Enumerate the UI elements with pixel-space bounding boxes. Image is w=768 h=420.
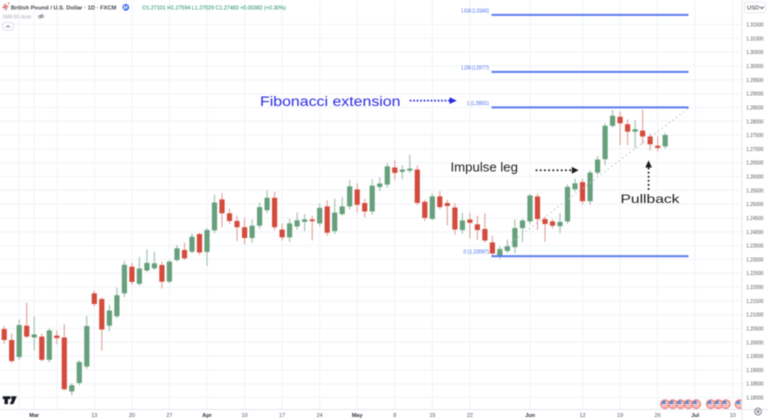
svg-text:0 (1.23097): 0 (1.23097): [464, 250, 490, 256]
svg-text:1.27500: 1.27500: [746, 133, 763, 139]
svg-text:10: 10: [242, 413, 248, 419]
svg-text:19: 19: [617, 413, 623, 419]
svg-text:1.21500: 1.21500: [746, 299, 763, 305]
svg-text:1.27000: 1.27000: [746, 147, 763, 153]
svg-text:10: 10: [730, 413, 736, 419]
svg-text:May: May: [352, 413, 364, 419]
svg-text:O1.27101 H1.27594 L1.27029: O1.27101 H1.27594 L1.27029 C1.27483 +0.0…: [142, 5, 286, 11]
svg-text:20: 20: [129, 413, 135, 419]
svg-text:26: 26: [655, 413, 661, 419]
svg-text:1.24500: 1.24500: [746, 216, 763, 222]
svg-text:1.29500: 1.29500: [746, 78, 763, 84]
svg-text:24: 24: [317, 413, 323, 419]
svg-text:1.19500: 1.19500: [746, 354, 763, 360]
svg-text:British Pound / U.S. Dollar ·: British Pound / U.S. Dollar · 1D · FXCM: [11, 5, 117, 11]
svg-text:1.20000: 1.20000: [746, 340, 763, 346]
svg-text:1.18500: 1.18500: [746, 382, 763, 388]
svg-text:1.618 (1.31842): 1.618 (1.31842): [461, 8, 489, 14]
svg-text:1.31500: 1.31500: [746, 23, 763, 29]
svg-text:1.23500: 1.23500: [746, 244, 763, 250]
svg-text:17: 17: [279, 413, 285, 419]
svg-text:1.20500: 1.20500: [746, 327, 763, 333]
svg-text:1.21000: 1.21000: [746, 313, 763, 319]
svg-text:1.25000: 1.25000: [746, 202, 763, 208]
svg-text:Pullback: Pullback: [621, 192, 681, 206]
svg-text:1.18000: 1.18000: [746, 396, 763, 402]
svg-text:Apr: Apr: [202, 413, 212, 419]
svg-text:1.31000: 1.31000: [746, 36, 763, 42]
svg-text:Mar: Mar: [29, 413, 40, 419]
svg-text:1.28000: 1.28000: [746, 119, 763, 125]
svg-text:Jul: Jul: [691, 413, 699, 419]
svg-text:SMA 50 close: SMA 50 close: [2, 15, 31, 21]
svg-text:Fibonacci extension: Fibonacci extension: [260, 94, 401, 110]
svg-text:1.22000: 1.22000: [746, 285, 763, 291]
svg-text:1.24000: 1.24000: [746, 230, 763, 236]
svg-text:15: 15: [429, 413, 435, 419]
svg-text:1.22500: 1.22500: [746, 271, 763, 277]
svg-text:1.28500: 1.28500: [746, 106, 763, 112]
svg-text:USD: USD: [747, 5, 759, 11]
svg-text:1.236 (1.29777): 1.236 (1.29777): [461, 65, 489, 71]
svg-text:27: 27: [166, 413, 172, 419]
svg-text:1.30000: 1.30000: [746, 64, 763, 70]
svg-text:Jun: Jun: [525, 413, 535, 419]
svg-text:12: 12: [580, 413, 586, 419]
svg-text:8: 8: [393, 413, 396, 419]
svg-text:1.26500: 1.26500: [746, 161, 763, 167]
svg-text:1.26000: 1.26000: [746, 175, 763, 181]
svg-text:1.23000: 1.23000: [746, 257, 763, 263]
svg-text:Impulse leg: Impulse leg: [451, 160, 518, 175]
svg-text:1.19000: 1.19000: [746, 368, 763, 374]
svg-text:1.25500: 1.25500: [746, 188, 763, 194]
svg-text:1.30500: 1.30500: [746, 50, 763, 56]
svg-text:13: 13: [91, 413, 97, 419]
svg-text:1 (1.28501): 1 (1.28501): [467, 101, 489, 107]
svg-text:22: 22: [467, 413, 473, 419]
svg-text:1.29000: 1.29000: [746, 92, 763, 98]
